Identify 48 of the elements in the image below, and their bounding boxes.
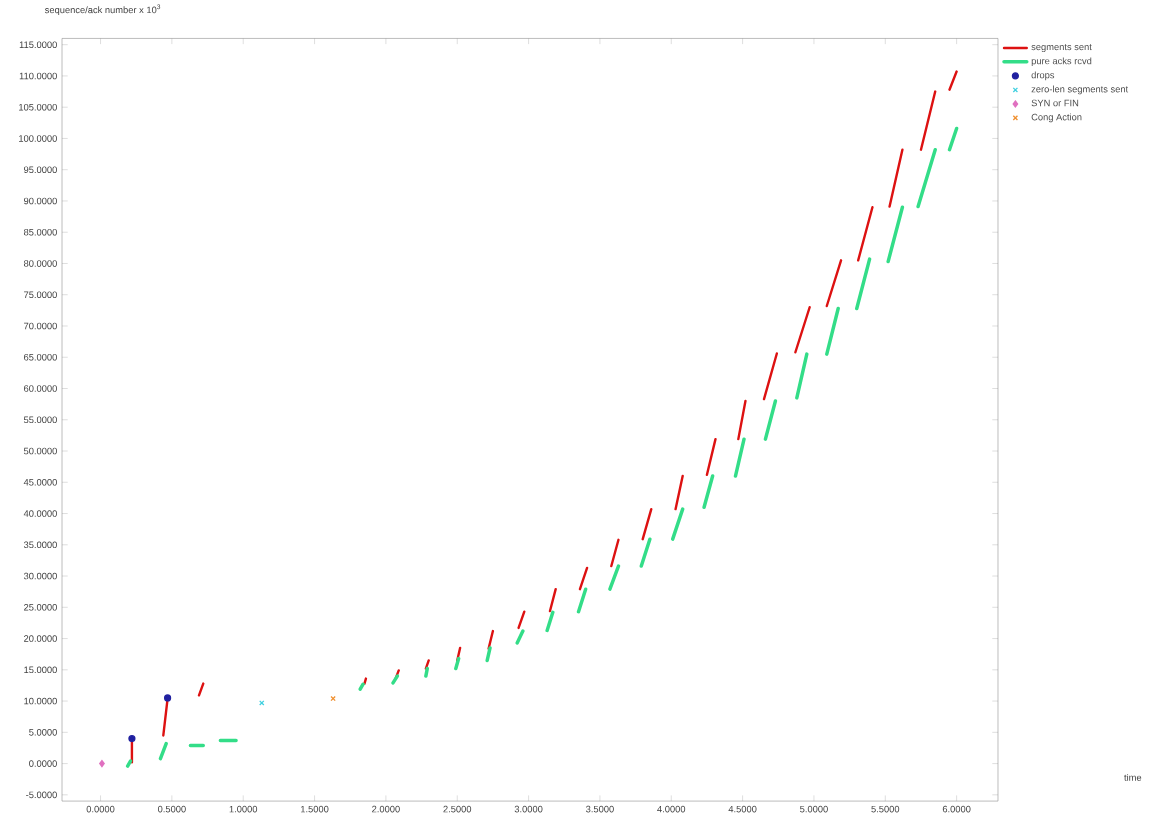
y-tick-label: 15.0000 — [24, 666, 57, 674]
point — [128, 734, 136, 743]
y-tick-label: -5.0000 — [26, 791, 57, 799]
y-tick-label: 25.0000 — [24, 603, 57, 611]
x-tick-label: 1.5000 — [300, 805, 329, 813]
x-tick-label: 6.0000 — [942, 805, 971, 813]
x-tick-label: 2.0000 — [372, 805, 400, 813]
x-tick-label: 4.0000 — [657, 805, 686, 813]
y-tick-label: 80.0000 — [23, 260, 57, 267]
legend-label: pure acks rcvd — [1031, 57, 1092, 67]
y-tick-label: 100.0000 — [19, 135, 57, 142]
x-tick-label: 0.5000 — [157, 805, 186, 813]
x-tick-label: 1.0000 — [229, 805, 258, 813]
x-tick-label: 5.5000 — [871, 805, 900, 813]
x-tick-label: 0.0000 — [86, 805, 115, 813]
legend-label: zero-len segments sent — [1031, 85, 1129, 95]
y-tick-label: 55.0000 — [23, 416, 57, 424]
y-tick-label: 5.0000 — [29, 728, 57, 736]
y-tick-label: 105.0000 — [19, 103, 57, 111]
y-tick-label: 35.0000 — [23, 541, 57, 549]
y-tick-label: 20.0000 — [24, 635, 57, 642]
y-tick-label: 90.0000 — [24, 197, 57, 205]
x-tick-label: 2.5000 — [443, 805, 472, 813]
y-tick-label: 70.0000 — [24, 322, 57, 330]
legend-label: drops — [1031, 71, 1055, 81]
x-tick-label: 3.5000 — [586, 805, 614, 813]
x-tick-label: 3.0000 — [514, 805, 543, 813]
y-tick-label: 65.0000 — [24, 353, 57, 361]
x-tick-label: 4.5000 — [728, 805, 757, 813]
legend-label: Cong Action — [1031, 113, 1082, 123]
legend-label: segments sent — [1031, 43, 1092, 52]
y-tick-label: 10.0000 — [24, 697, 57, 705]
y-tick-label: 95.0000 — [24, 166, 57, 173]
y-tick-label: 0.0000 — [29, 760, 57, 767]
point — [163, 694, 172, 702]
y-tick-label: 60.0000 — [24, 385, 57, 392]
legend-label: SYN or FIN — [1031, 99, 1079, 107]
y-tick-label: 85.0000 — [23, 228, 57, 236]
y-tick-label: 115.0000 — [19, 41, 57, 48]
y-tick-label: 30.0000 — [23, 572, 57, 580]
y-tick-label: 40.0000 — [23, 510, 57, 517]
y-tick-label: 110.0000 — [19, 72, 57, 80]
y-tick-label: 50.0000 — [23, 447, 57, 455]
x-tick-label: 5.0000 — [800, 805, 828, 813]
y-axis-title: sequence/ack number x 10$^{3}$ — [44, 4, 161, 16]
y-tick-label: 45.0000 — [23, 478, 57, 486]
text: time — [1124, 773, 1142, 781]
y-tick-label: 75.0000 — [24, 291, 57, 298]
